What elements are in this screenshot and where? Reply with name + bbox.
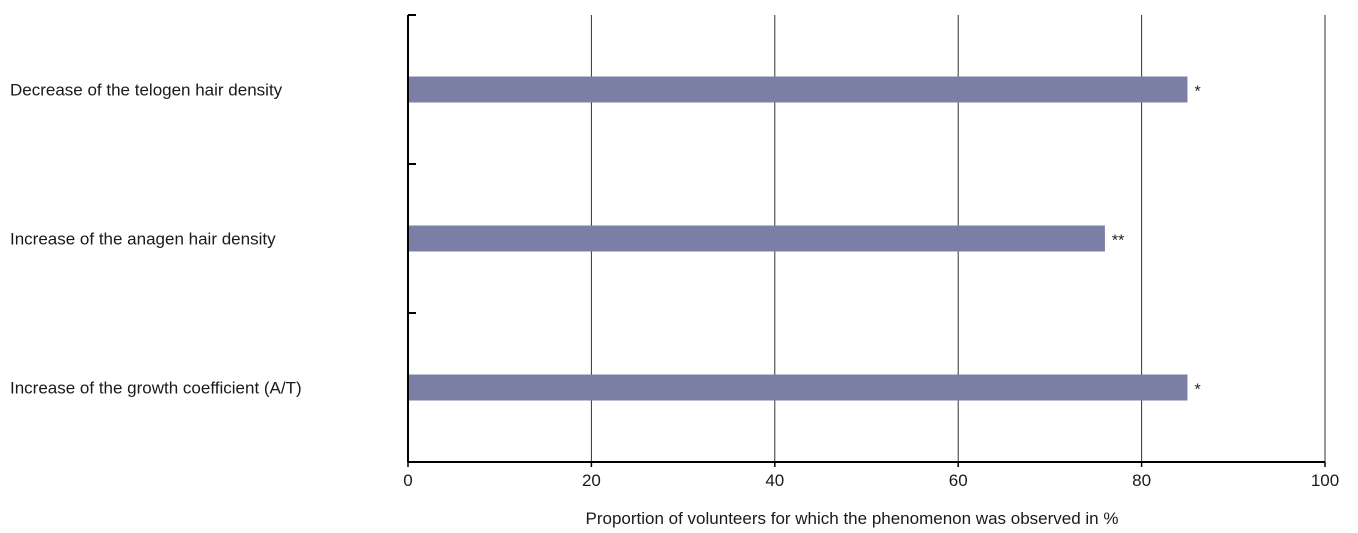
x-tick-label-100: 100 bbox=[1311, 471, 1339, 490]
category-label-1: Decrease of the telogen hair density bbox=[10, 81, 283, 100]
category-label-2: Increase of the anagen hair density bbox=[10, 230, 276, 249]
significance-label-3: * bbox=[1194, 382, 1200, 399]
category-label-3: Increase of the growth coefficient (A/T) bbox=[10, 379, 302, 398]
axes bbox=[407, 14, 1326, 467]
bar-2 bbox=[409, 225, 1105, 252]
x-tick-label-0: 0 bbox=[403, 471, 412, 490]
bar-3 bbox=[409, 374, 1188, 401]
significance-label-2: ** bbox=[1112, 233, 1124, 250]
x-tick-label-60: 60 bbox=[949, 471, 968, 490]
x-axis-title: Proportion of volunteers for which the p… bbox=[586, 509, 1119, 528]
significance-label-1: * bbox=[1194, 84, 1200, 101]
x-tick-label-80: 80 bbox=[1132, 471, 1151, 490]
x-tick-label-20: 20 bbox=[582, 471, 601, 490]
x-tick-label-40: 40 bbox=[765, 471, 784, 490]
labels: 0 20 40 60 80 100 Decrease of the telogen hair… bbox=[10, 81, 1339, 491]
bars bbox=[409, 76, 1188, 401]
bar-1 bbox=[409, 76, 1188, 103]
